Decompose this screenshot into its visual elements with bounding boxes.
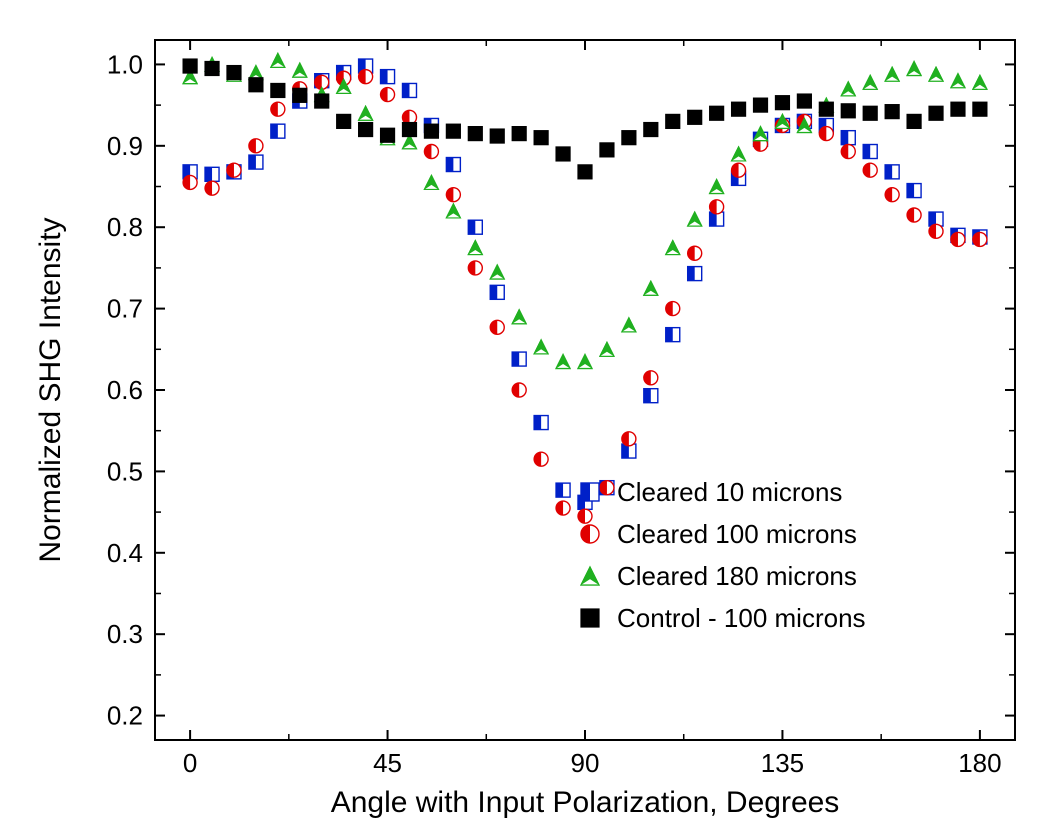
- svg-text:0: 0: [183, 748, 197, 778]
- svg-text:0.9: 0.9: [107, 131, 143, 161]
- svg-text:0.7: 0.7: [107, 294, 143, 324]
- series-cleared100: [183, 70, 987, 524]
- svg-text:135: 135: [761, 748, 804, 778]
- svg-text:0.3: 0.3: [107, 619, 143, 649]
- shg-chart: 0 45 90 135 180 0.2 0.3 0.4 0.5 0.6 0.7 0.8 0.9 1.0 An…: [0, 0, 1050, 837]
- chart-svg: 0 45 90 135 180 0.2 0.3 0.4 0.5 0.6 0.7 0.8 0.9 1.0 An…: [0, 0, 1050, 837]
- svg-text:90: 90: [571, 748, 600, 778]
- svg-text:1.0: 1.0: [107, 49, 143, 79]
- legend: Cleared 10 microns Cleared 100 microns Cle…: [581, 477, 866, 633]
- y-axis-label: Normalized SHG Intensity: [34, 217, 67, 562]
- legend-label: Control - 100 microns: [617, 603, 866, 633]
- svg-text:0.4: 0.4: [107, 538, 143, 568]
- svg-text:45: 45: [373, 748, 402, 778]
- x-axis-label: Angle with Input Polarization, Degrees: [331, 786, 840, 819]
- svg-text:0.5: 0.5: [107, 456, 143, 486]
- svg-text:0.8: 0.8: [107, 212, 143, 242]
- legend-label: Cleared 100 microns: [617, 519, 857, 549]
- series-cleared10: [183, 59, 987, 509]
- legend-label: Cleared 180 microns: [617, 561, 857, 591]
- svg-text:0.2: 0.2: [107, 701, 143, 731]
- legend-label: Cleared 10 microns: [617, 477, 842, 507]
- svg-text:0.6: 0.6: [107, 375, 143, 405]
- svg-text:180: 180: [958, 748, 1001, 778]
